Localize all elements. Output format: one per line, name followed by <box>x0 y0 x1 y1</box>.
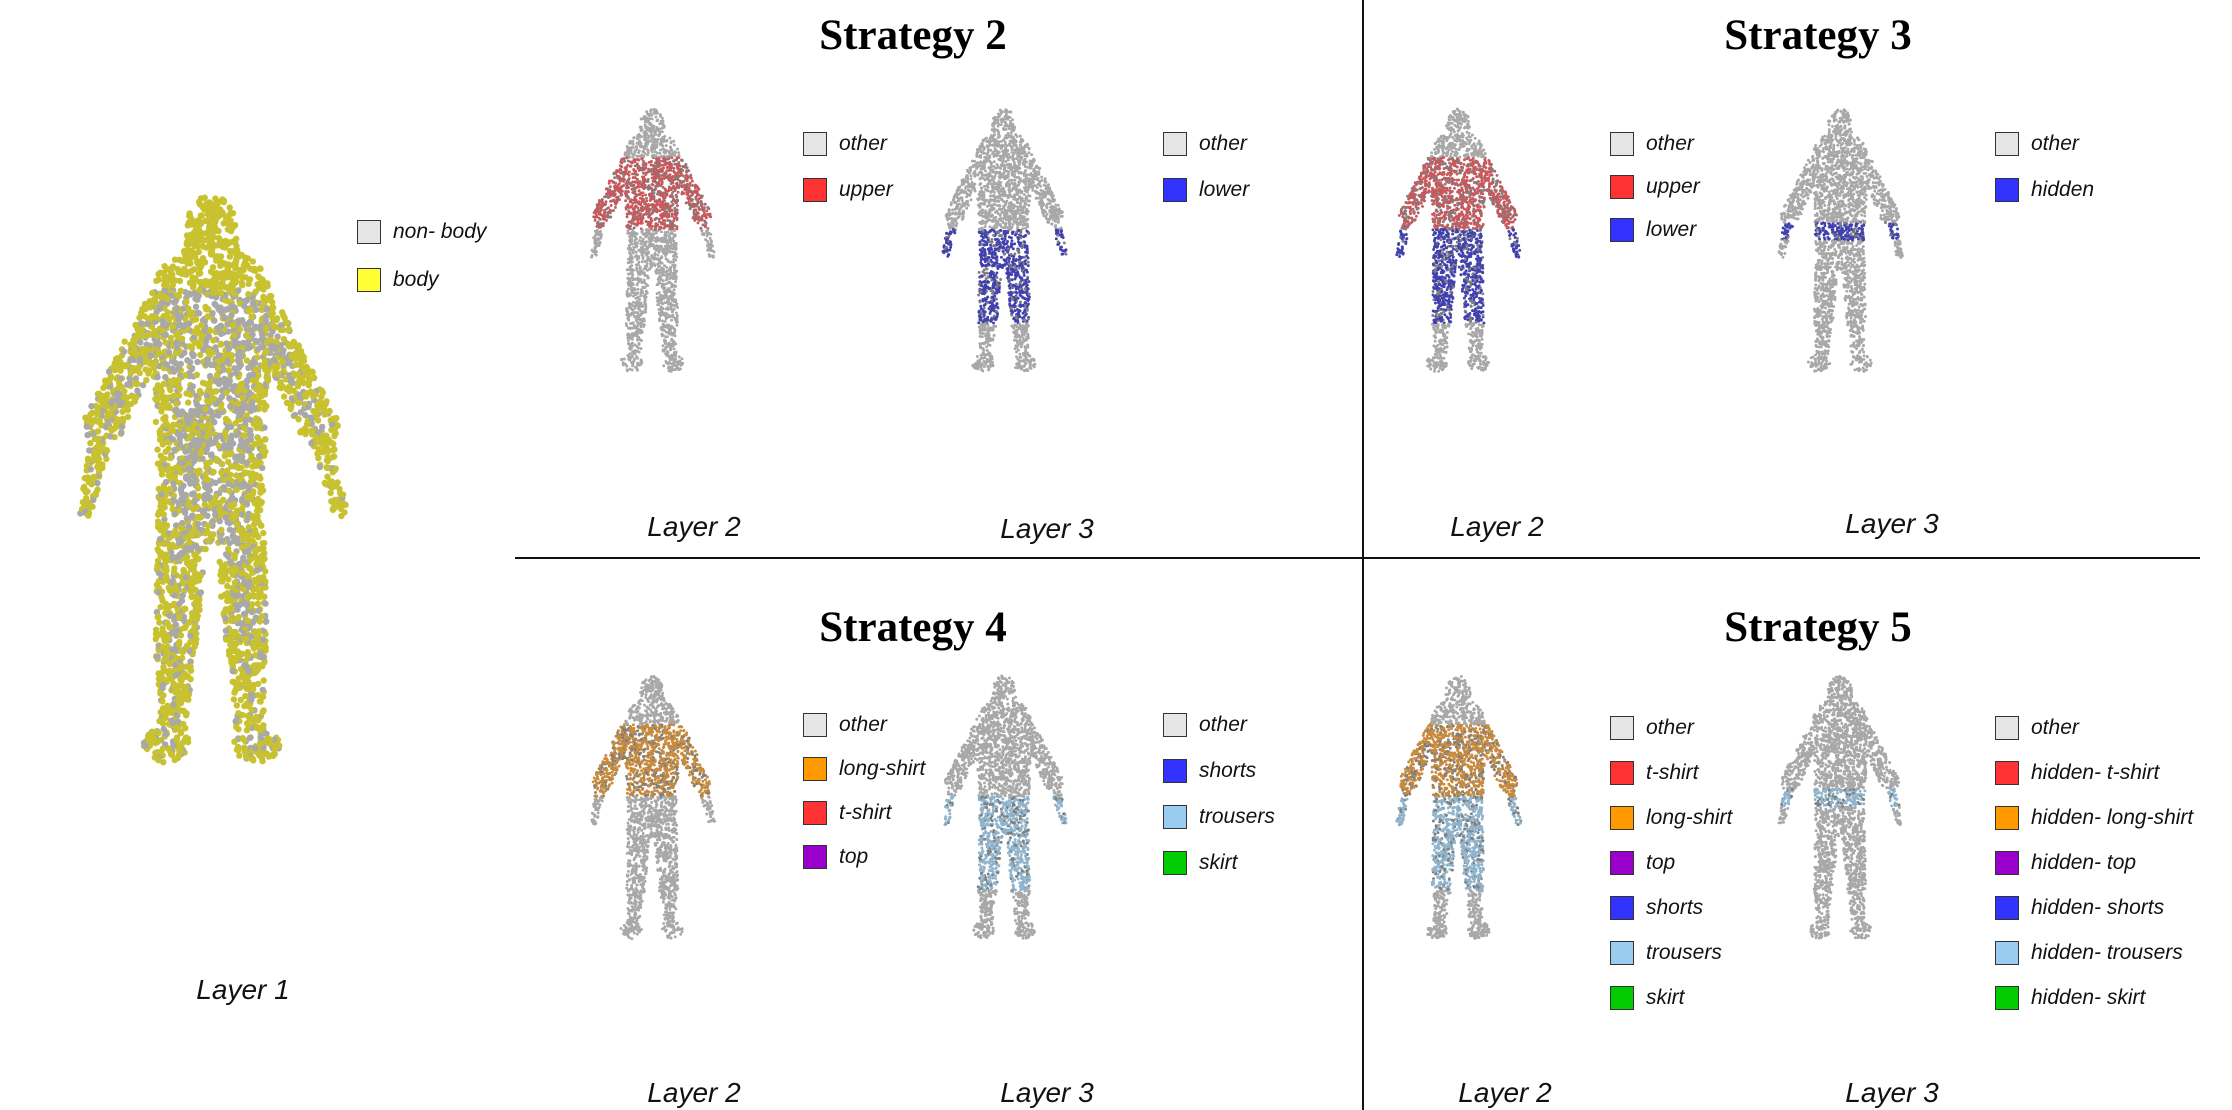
legend-label: lower <box>1646 218 1696 242</box>
legend-label: skirt <box>1199 851 1238 875</box>
legend-swatch <box>1610 896 1634 920</box>
legend-label: t-shirt <box>839 801 892 825</box>
legend-swatch <box>803 713 827 737</box>
strategy4-title: Strategy 4 <box>819 606 1006 649</box>
legend-label: other <box>1199 132 1247 156</box>
legend-label: other <box>2031 132 2079 156</box>
legend-swatch <box>1995 986 2019 1010</box>
legend-label: t-shirt <box>1646 761 1699 785</box>
legend-swatch <box>1995 896 2019 920</box>
legend-label: other <box>1646 716 1694 740</box>
legend-label: non- body <box>393 220 486 244</box>
legend-label: top <box>1646 851 1675 875</box>
legend-swatch <box>1610 806 1634 830</box>
legend-label: lower <box>1199 178 1249 202</box>
legend-swatch <box>803 132 827 156</box>
legend-swatch <box>1995 132 2019 156</box>
s5-layer3-caption: Layer 3 <box>1845 1079 1938 1107</box>
legend-swatch <box>1995 806 2019 830</box>
legend-label: hidden- skirt <box>2031 986 2145 1010</box>
legend-label: trousers <box>1646 941 1722 965</box>
s5-layer2-caption: Layer 2 <box>1458 1079 1551 1107</box>
legend-swatch <box>1163 713 1187 737</box>
legend-swatch <box>357 268 381 292</box>
s4-layer3-caption: Layer 3 <box>1000 1079 1093 1107</box>
layer1-caption: Layer 1 <box>196 976 289 1004</box>
vertical-divider <box>1362 0 1364 1110</box>
legend-label: shorts <box>1199 759 1256 783</box>
legend-swatch <box>1610 132 1634 156</box>
legend-swatch <box>803 801 827 825</box>
strategy5-title: Strategy 5 <box>1724 606 1911 649</box>
legend-label: long-shirt <box>1646 806 1732 830</box>
legend-label: trousers <box>1199 805 1275 829</box>
legend-swatch <box>1995 941 2019 965</box>
s2-layer2-figure <box>590 107 716 373</box>
strategy2-title: Strategy 2 <box>819 14 1006 57</box>
legend-label: hidden <box>2031 178 2094 202</box>
legend-swatch <box>1163 805 1187 829</box>
legend-swatch <box>803 178 827 202</box>
legend-label: other <box>839 132 887 156</box>
legend-label: top <box>839 845 868 869</box>
legend-label: other <box>1646 132 1694 156</box>
legend-label: other <box>2031 716 2079 740</box>
legend-swatch <box>1610 986 1634 1010</box>
s4-layer3-figure <box>943 674 1068 940</box>
legend-swatch <box>1995 716 2019 740</box>
s3-layer3-figure <box>1777 108 1904 373</box>
s2-layer3-figure <box>941 108 1068 373</box>
legend-swatch <box>1610 941 1634 965</box>
s3-layer2-caption: Layer 2 <box>1450 513 1543 541</box>
legend-label: hidden- top <box>2031 851 2136 875</box>
strategy3-title: Strategy 3 <box>1724 14 1911 57</box>
s3-layer2-figure <box>1395 107 1522 373</box>
legend-swatch <box>1163 759 1187 783</box>
legend-label: hidden- shorts <box>2031 896 2164 920</box>
legend-label: body <box>393 268 439 292</box>
legend-swatch <box>803 845 827 869</box>
legend-label: other <box>839 713 887 737</box>
legend-label: shorts <box>1646 896 1703 920</box>
legend-label: hidden- t-shirt <box>2031 761 2159 785</box>
layer1-figure-points <box>77 194 349 766</box>
legend-swatch <box>357 220 381 244</box>
legend-swatch <box>1995 178 2019 202</box>
s2-layer2-caption: Layer 2 <box>647 513 740 541</box>
legend-label: skirt <box>1646 986 1685 1010</box>
legend-label: upper <box>1646 175 1700 199</box>
s3-layer3-caption: Layer 3 <box>1845 510 1938 538</box>
legend-label: long-shirt <box>839 757 925 781</box>
s5-layer3-figure <box>1777 674 1903 940</box>
legend-swatch <box>1163 132 1187 156</box>
legend-label: upper <box>839 178 893 202</box>
s5-layer2-figure <box>1395 675 1523 940</box>
legend-swatch <box>1995 761 2019 785</box>
legend-swatch <box>1610 175 1634 199</box>
legend-swatch <box>1163 851 1187 875</box>
legend-swatch <box>1610 851 1634 875</box>
s4-layer2-figure <box>590 675 717 941</box>
horizontal-divider <box>515 557 2200 559</box>
legend-label: hidden- trousers <box>2031 941 2183 965</box>
s4-layer2-caption: Layer 2 <box>647 1079 740 1107</box>
legend-label: hidden- long-shirt <box>2031 806 2193 830</box>
legend-swatch <box>1610 716 1634 740</box>
legend-swatch <box>803 757 827 781</box>
legend-swatch <box>1163 178 1187 202</box>
legend-swatch <box>1995 851 2019 875</box>
legend-swatch <box>1610 218 1634 242</box>
s2-layer3-caption: Layer 3 <box>1000 515 1093 543</box>
legend-label: other <box>1199 713 1247 737</box>
legend-swatch <box>1610 761 1634 785</box>
